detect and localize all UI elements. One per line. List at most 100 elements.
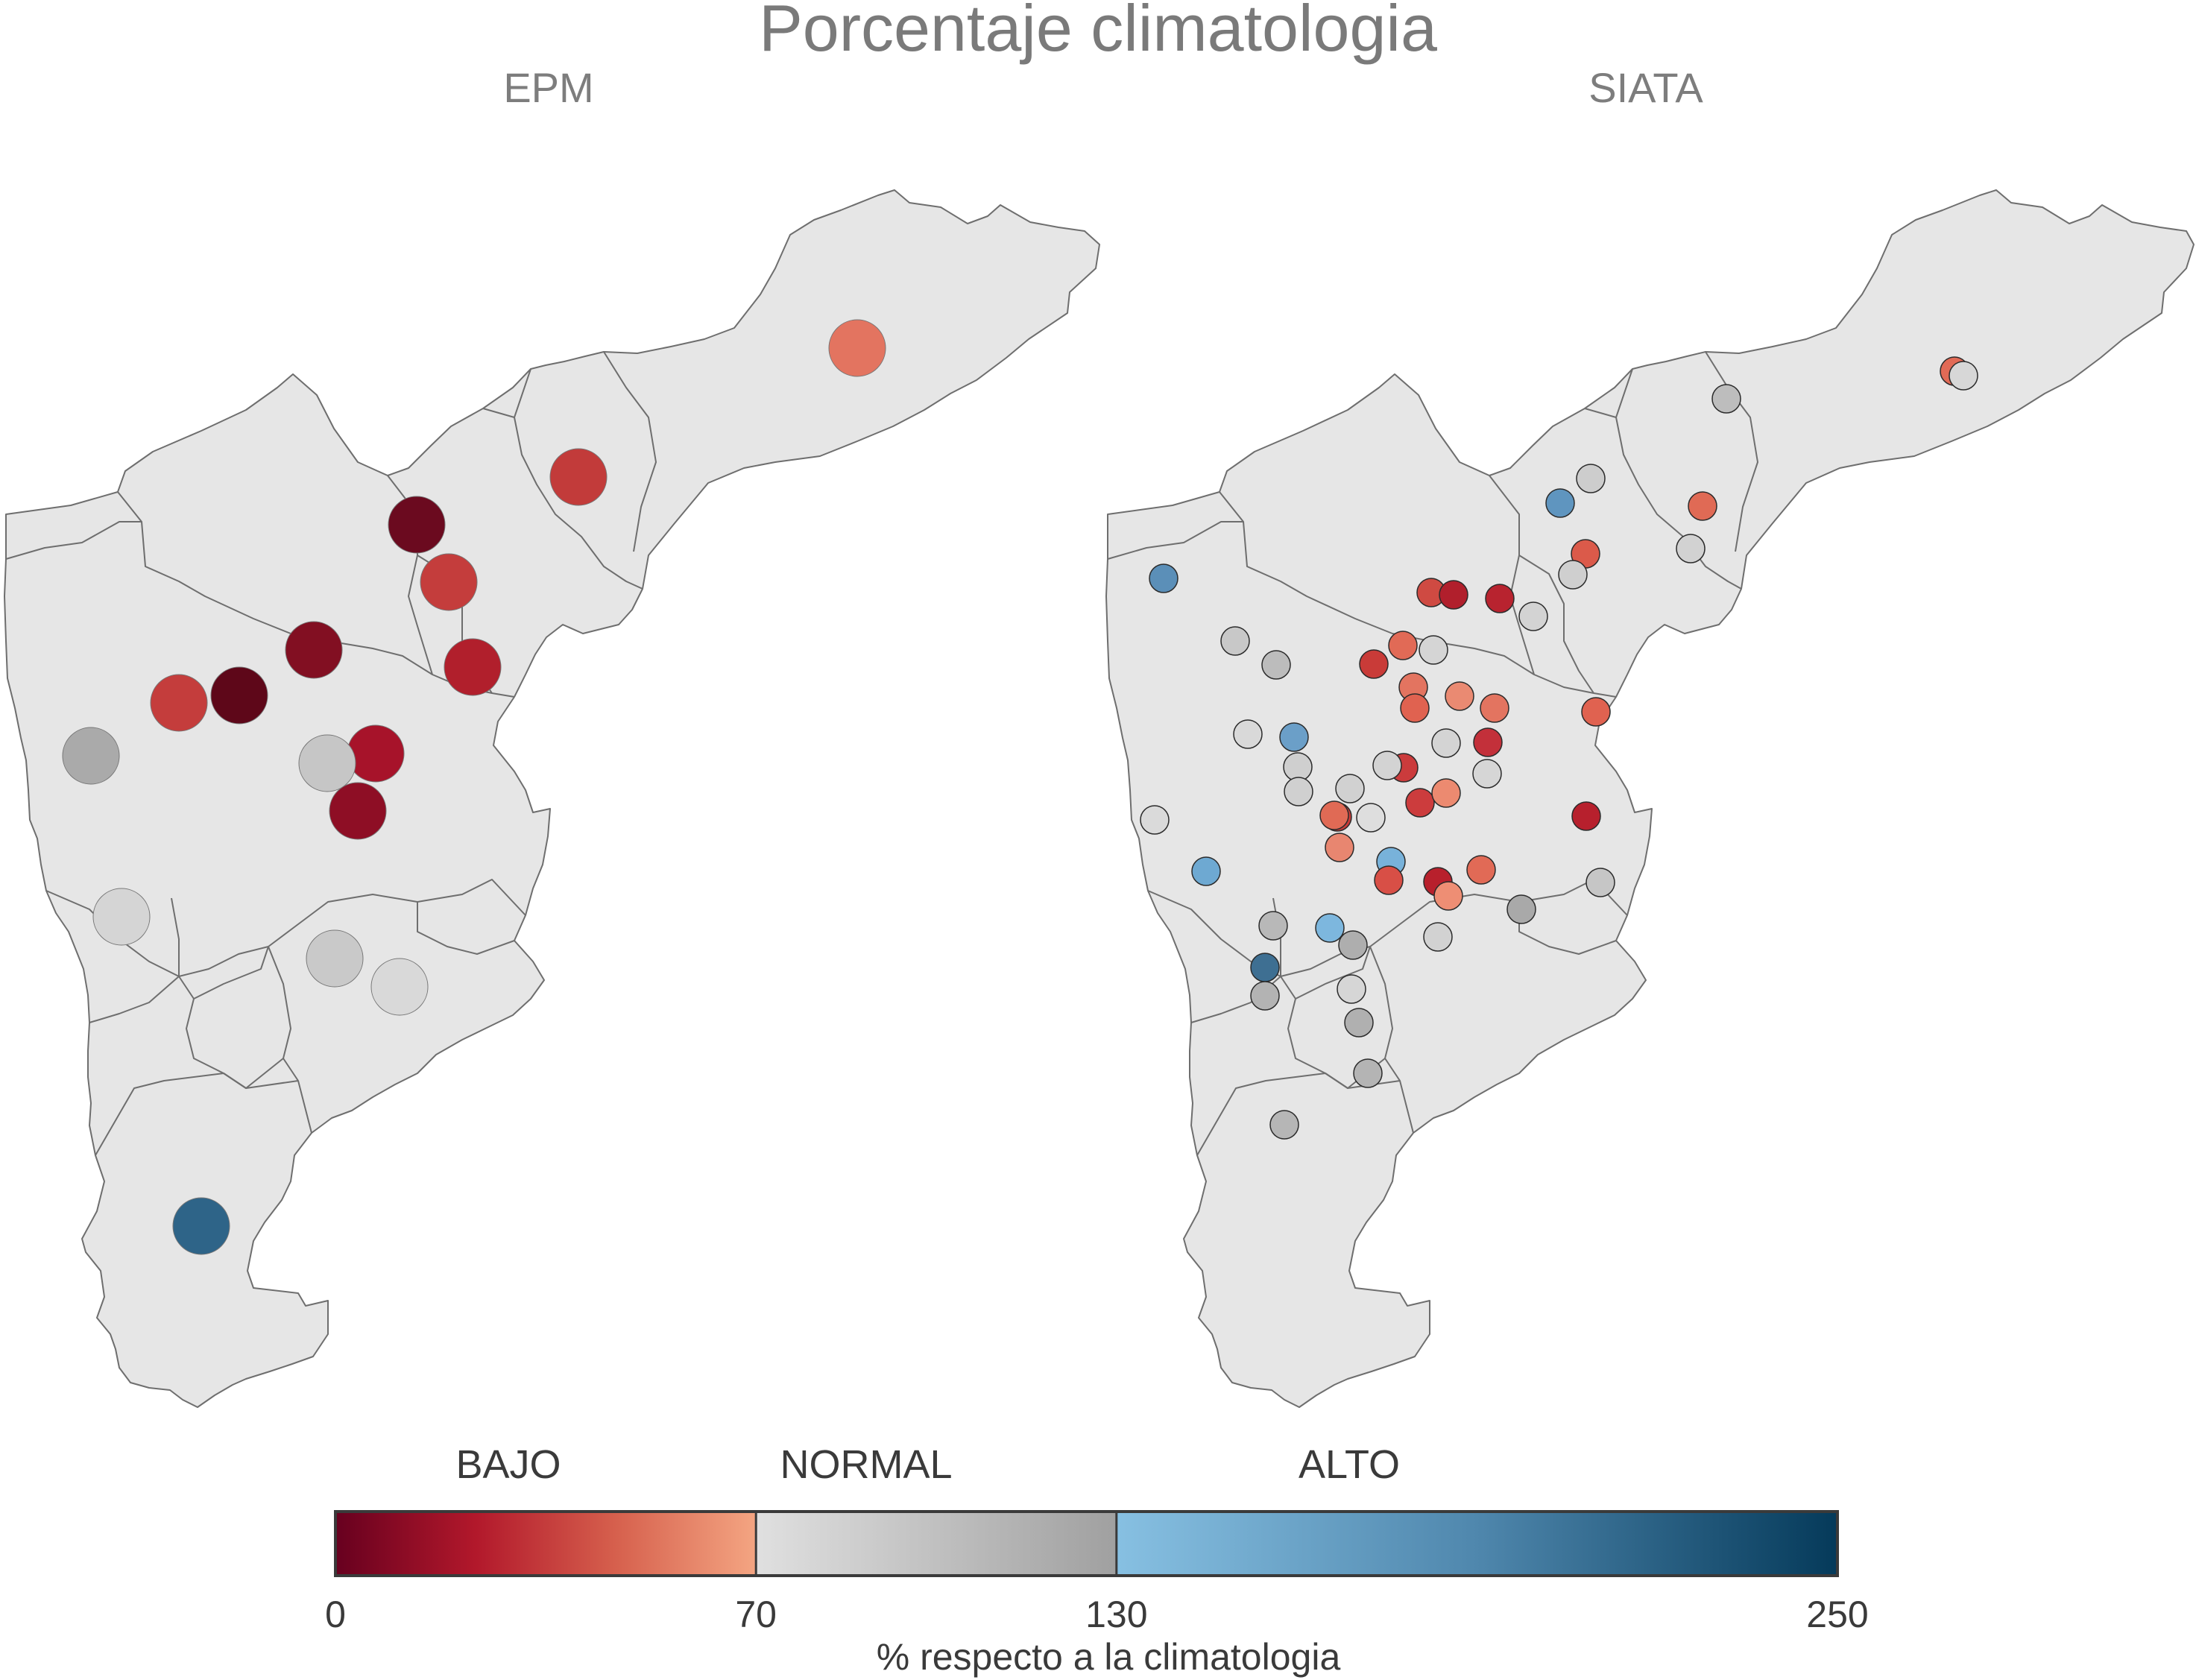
station-marker-siata-59: [1353, 1058, 1383, 1088]
station-marker-siata-4: [1576, 464, 1606, 493]
station-marker-epm-3: [388, 496, 446, 554]
station-marker-epm-11: [298, 734, 356, 792]
station-marker-siata-37: [1405, 788, 1435, 818]
subbasin-line-epm-7: [482, 408, 515, 418]
colorbar-tick-label-250: 250: [1806, 1594, 1868, 1635]
colorbar-axis-label: % respecto a la climatologia: [877, 1636, 1341, 1678]
station-marker-siata-2: [1949, 361, 1978, 391]
station-marker-siata-34: [1335, 774, 1365, 803]
basin-outline-siata: [1105, 189, 2195, 1408]
subbasin-line-epm-11: [89, 976, 180, 1023]
station-marker-siata-42: [1191, 856, 1221, 886]
subbasin-line-siata-10: [1369, 946, 1414, 1134]
station-marker-siata-25: [1233, 719, 1263, 749]
station-marker-siata-13: [1485, 584, 1515, 613]
subbasin-line-epm-2: [5, 521, 142, 560]
station-marker-siata-28: [1473, 727, 1503, 757]
basin-outline-epm: [4, 189, 1100, 1408]
station-marker-siata-48: [1586, 868, 1615, 897]
panel-subtitle-siata: SIATA: [1588, 64, 1703, 111]
basin-map-epm: [4, 189, 1100, 1408]
station-marker-epm-10: [347, 724, 405, 783]
subbasin-line-siata-12: [1287, 998, 1386, 1089]
colorbar-tick-label-130: 130: [1085, 1594, 1147, 1635]
station-marker-epm-12: [329, 782, 387, 840]
colorbar-frame: [334, 1510, 1839, 1577]
station-marker-epm-2: [549, 448, 608, 506]
station-marker-epm-6: [444, 638, 502, 696]
station-marker-epm-14: [306, 929, 364, 988]
map-panel-epm: EPM: [4, 64, 1100, 1408]
station-marker-siata-14: [1518, 601, 1548, 631]
station-marker-siata-57: [1337, 974, 1366, 1004]
colorbar-segment-bajo: [335, 1512, 757, 1576]
subbasin-line-epm-5: [514, 368, 643, 590]
station-marker-siata-19: [1419, 635, 1448, 665]
subbasin-line-epm-10: [268, 946, 312, 1134]
station-marker-siata-22: [1400, 693, 1430, 723]
station-marker-epm-5: [285, 621, 343, 679]
station-marker-siata-49: [1433, 881, 1463, 911]
colorbar-tick-label-70: 70: [735, 1594, 777, 1635]
panel-subtitle-epm: EPM: [503, 64, 593, 111]
station-marker-siata-41: [1571, 801, 1601, 831]
subbasin-line-epm-13: [95, 1073, 299, 1156]
station-marker-siata-5: [1545, 488, 1575, 518]
station-marker-siata-50: [1506, 894, 1536, 924]
station-marker-siata-51: [1258, 911, 1288, 941]
station-marker-siata-38: [1431, 778, 1461, 808]
legend-category-alto: ALTO: [1299, 1442, 1400, 1487]
subbasin-line-siata-3: [1489, 475, 1535, 675]
legend-category-normal: NORMAL: [780, 1442, 952, 1487]
station-marker-siata-46: [1374, 865, 1404, 895]
subbasin-line-siata-2: [1107, 521, 1243, 560]
station-marker-siata-54: [1423, 922, 1453, 952]
station-markers-siata: [1140, 356, 1978, 1140]
station-marker-siata-36: [1356, 803, 1386, 833]
subbasin-line-siata-13: [1196, 1073, 1401, 1156]
station-marker-siata-26: [1279, 722, 1309, 752]
map-panel-siata: SIATA: [1105, 64, 2195, 1408]
subbasin-line-siata-7: [1584, 408, 1617, 418]
basin-map-siata: [1105, 189, 2195, 1408]
station-marker-siata-21: [1445, 681, 1474, 711]
station-marker-siata-56: [1250, 981, 1280, 1011]
figure-title: Porcentaje climatologia: [759, 0, 1437, 65]
station-marker-siata-47: [1466, 855, 1496, 885]
station-marker-epm-13: [92, 888, 151, 946]
station-marker-siata-53: [1338, 930, 1368, 960]
colorbar-tick-label-0: 0: [325, 1594, 346, 1635]
station-marker-siata-52: [1315, 913, 1345, 943]
station-marker-siata-9: [1558, 560, 1588, 590]
colorbar-segment-normal: [756, 1512, 1117, 1576]
station-marker-siata-60: [1269, 1110, 1299, 1140]
station-marker-epm-4: [420, 553, 478, 611]
subbasin-line-epm-14: [417, 902, 515, 955]
station-marker-epm-16: [172, 1197, 230, 1255]
station-marker-siata-24: [1581, 697, 1611, 727]
station-marker-siata-33: [1284, 777, 1313, 806]
station-marker-epm-1: [828, 319, 886, 377]
station-markers-epm: [62, 319, 886, 1255]
subbasin-line-epm-12: [186, 998, 284, 1089]
station-marker-siata-16: [1261, 650, 1291, 680]
station-marker-siata-12: [1439, 580, 1468, 610]
station-marker-siata-10: [1149, 563, 1179, 593]
station-marker-siata-27: [1431, 728, 1461, 758]
subbasin-line-epm-6: [603, 351, 657, 552]
station-marker-siata-6: [1688, 491, 1717, 521]
legend-category-bajo: BAJO: [455, 1442, 561, 1487]
station-marker-siata-7: [1676, 534, 1706, 563]
station-marker-epm-7: [150, 674, 208, 732]
station-marker-siata-23: [1480, 693, 1509, 723]
station-marker-siata-18: [1388, 631, 1418, 660]
station-marker-siata-55: [1250, 953, 1280, 982]
station-marker-siata-15: [1220, 626, 1250, 656]
station-marker-siata-17: [1359, 649, 1389, 679]
colorbar-legend: BAJO NORMAL ALTO 0 70 130 250 % respecto…: [325, 1442, 1869, 1678]
station-marker-epm-9: [62, 727, 120, 785]
station-marker-siata-43: [1325, 833, 1354, 862]
station-marker-siata-40: [1319, 800, 1349, 830]
station-marker-siata-3: [1711, 384, 1741, 414]
